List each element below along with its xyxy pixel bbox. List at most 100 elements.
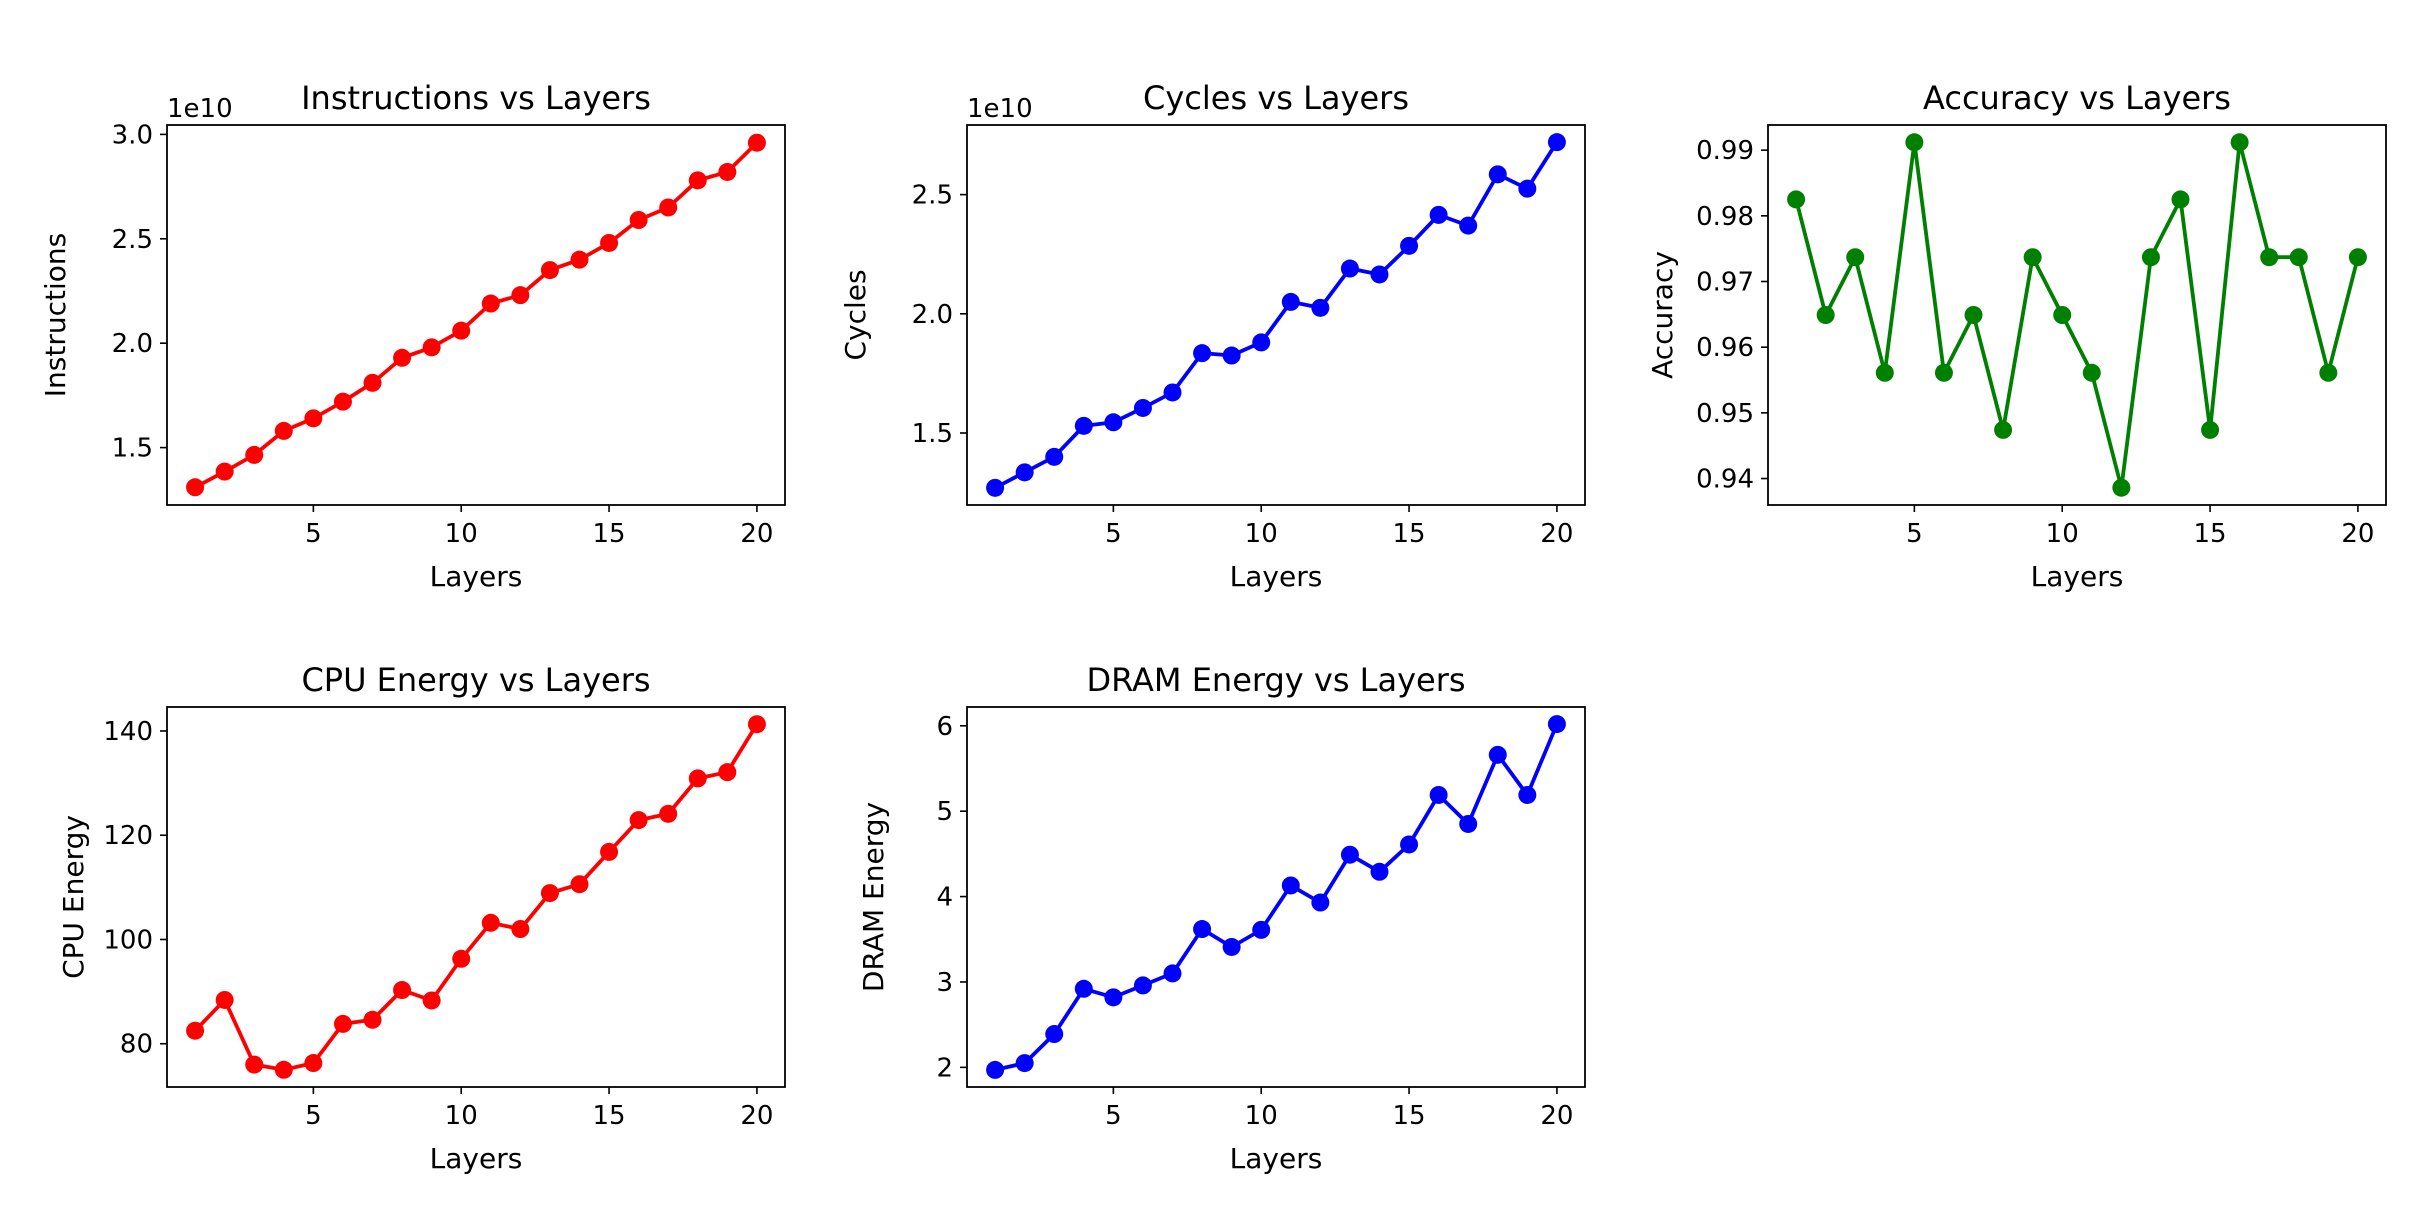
y-tick-label: 2.5 bbox=[112, 225, 153, 255]
data-point bbox=[1488, 165, 1507, 184]
data-point bbox=[1193, 344, 1212, 363]
data-point bbox=[1994, 420, 2013, 439]
data-point bbox=[1163, 964, 1182, 983]
data-point bbox=[186, 478, 205, 497]
data-point bbox=[2171, 190, 2190, 209]
data-point bbox=[600, 233, 619, 252]
data-point bbox=[1104, 413, 1123, 432]
data-point bbox=[1163, 383, 1182, 402]
y-tick-label: 3 bbox=[936, 968, 953, 998]
y-tick-label: 3.0 bbox=[112, 120, 153, 150]
y-tick-label: 4 bbox=[936, 883, 953, 913]
data-point bbox=[1429, 205, 1448, 224]
x-tick-label: 20 bbox=[1540, 1101, 1573, 1131]
data-point bbox=[1547, 133, 1566, 152]
x-tick-label: 15 bbox=[593, 519, 626, 549]
chart-title: Cycles vs Layers bbox=[1143, 79, 1409, 117]
data-point bbox=[629, 811, 648, 830]
x-axis-label: Layers bbox=[1230, 560, 1323, 593]
x-tick-label: 10 bbox=[2046, 519, 2079, 549]
data-point bbox=[481, 913, 500, 932]
data-point bbox=[570, 250, 589, 269]
data-point bbox=[304, 409, 323, 428]
y-axis-label: CPU Energy bbox=[57, 815, 90, 979]
x-tick-label: 5 bbox=[1105, 519, 1122, 549]
data-point bbox=[1400, 835, 1419, 854]
data-point bbox=[688, 171, 707, 190]
data-point bbox=[629, 211, 648, 229]
data-point bbox=[2201, 420, 2220, 439]
y-tick-label: 2 bbox=[936, 1053, 953, 1083]
y-tick-label: 2.0 bbox=[112, 329, 153, 359]
data-point bbox=[2348, 248, 2367, 267]
x-tick-label: 15 bbox=[2194, 519, 2227, 549]
data-point bbox=[1104, 988, 1123, 1007]
y-tick-label: 2.0 bbox=[912, 300, 953, 330]
y-tick-label: 1.5 bbox=[912, 419, 953, 449]
data-point bbox=[1074, 416, 1093, 435]
series-line bbox=[1794, 140, 2360, 490]
chart-5: DRAM Energy vs Layers 5 10 15 20 2 3 4 5 6 Layers D… bbox=[857, 661, 1586, 1175]
data-point bbox=[1045, 447, 1064, 466]
data-point bbox=[1518, 785, 1537, 804]
x-tick-label: 15 bbox=[1393, 1101, 1426, 1131]
data-point bbox=[688, 769, 707, 788]
x-tick-label: 10 bbox=[1245, 1101, 1278, 1131]
data-point bbox=[186, 1021, 205, 1040]
data-point bbox=[1252, 333, 1271, 352]
data-point bbox=[1015, 463, 1034, 482]
plot-frame bbox=[966, 124, 1586, 506]
data-point bbox=[1193, 920, 1212, 939]
data-point bbox=[1370, 265, 1389, 284]
y-tick-label: 100 bbox=[103, 925, 153, 955]
y-axis-label: Instructions bbox=[39, 233, 72, 397]
x-axis-label: Layers bbox=[1230, 1142, 1323, 1175]
chart-title: Instructions vs Layers bbox=[301, 79, 651, 117]
data-point bbox=[659, 198, 678, 217]
y-tick-label: 0.96 bbox=[1696, 333, 1754, 363]
series-line bbox=[994, 141, 1559, 490]
x-tick-label: 5 bbox=[305, 519, 322, 549]
x-tick-label: 20 bbox=[740, 1101, 773, 1131]
data-point bbox=[1281, 876, 1300, 895]
data-point bbox=[274, 421, 293, 440]
data-point bbox=[1488, 745, 1507, 764]
data-point bbox=[452, 321, 471, 340]
data-point bbox=[2141, 248, 2160, 267]
data-point bbox=[363, 1010, 382, 1029]
data-point bbox=[1074, 979, 1093, 998]
data-point bbox=[1133, 976, 1152, 995]
data-point bbox=[2112, 478, 2131, 497]
data-point bbox=[570, 875, 589, 894]
data-point bbox=[274, 1060, 293, 1079]
data-point bbox=[1400, 236, 1419, 255]
data-point bbox=[215, 462, 234, 481]
data-point bbox=[540, 884, 559, 903]
data-point bbox=[1905, 133, 1924, 152]
data-point bbox=[422, 991, 441, 1010]
data-point bbox=[659, 804, 678, 823]
data-point bbox=[422, 338, 441, 357]
y-axis-label: Cycles bbox=[839, 269, 872, 360]
x-axis-label: Layers bbox=[430, 1142, 523, 1175]
data-point bbox=[363, 373, 382, 392]
data-point bbox=[452, 949, 471, 968]
y-tick-label: 1.5 bbox=[112, 434, 153, 464]
data-point bbox=[1459, 814, 1478, 833]
data-point bbox=[986, 1060, 1005, 1079]
data-point bbox=[393, 348, 412, 367]
chart-3: Accuracy vs Layers 5 10 15 20 0.94 0.95 0.96 0.9… bbox=[1646, 79, 2387, 593]
data-point bbox=[1222, 346, 1241, 365]
y-tick-label: 80 bbox=[120, 1030, 153, 1060]
data-point bbox=[1340, 259, 1359, 278]
plot-frame bbox=[166, 124, 786, 506]
data-point bbox=[511, 286, 530, 305]
series-line bbox=[994, 723, 1559, 1072]
y-tick-label: 2.5 bbox=[912, 181, 953, 211]
y-tick-label: 5 bbox=[936, 797, 953, 827]
data-point bbox=[2082, 363, 2101, 382]
y-tick-label: 6 bbox=[936, 712, 953, 742]
data-point bbox=[1459, 216, 1478, 235]
data-point bbox=[1340, 845, 1359, 864]
x-tick-label: 5 bbox=[1906, 519, 1923, 549]
